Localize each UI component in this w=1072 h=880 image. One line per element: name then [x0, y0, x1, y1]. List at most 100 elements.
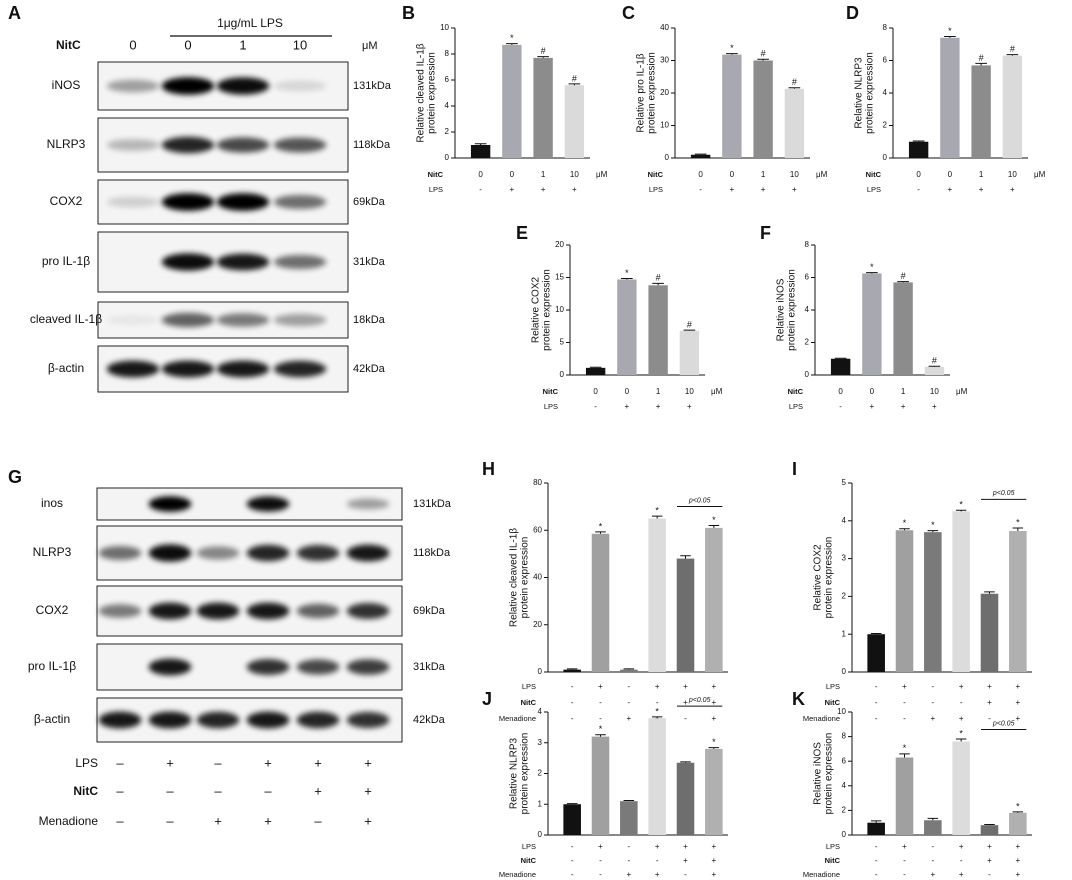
band: [98, 711, 142, 729]
error-bar: [870, 632, 882, 635]
panel-letter: J: [482, 689, 492, 709]
y-axis-label: Relative pro IL-1β: [636, 53, 647, 132]
y-axis-label: protein expression: [824, 537, 835, 619]
bar: [705, 527, 723, 672]
condition-label: +: [792, 185, 797, 194]
panel-letter: E: [516, 223, 528, 243]
y-axis-label: Relative COX2: [531, 276, 542, 343]
y-tick-label: 40: [533, 573, 542, 582]
row-label: COX2: [50, 194, 83, 208]
condition-label: 10: [930, 387, 939, 396]
band: [246, 602, 290, 620]
band: [246, 711, 290, 729]
condition-label: 10: [570, 170, 579, 179]
bar: [980, 825, 999, 835]
band: [216, 253, 270, 271]
condition-label: -: [571, 714, 574, 723]
y-tick-label: 6: [805, 273, 810, 282]
condition-unit: μM: [956, 387, 968, 396]
condition-sign: +: [314, 783, 322, 798]
annotation: p<0.05: [992, 490, 1015, 497]
condition-label: +: [711, 856, 716, 865]
row-size: 31kDa: [413, 661, 446, 673]
condition-label: -: [656, 698, 659, 707]
y-tick-label: 30: [660, 56, 669, 65]
row-size: 18kDa: [353, 314, 386, 326]
error-bar: [652, 282, 664, 286]
band: [106, 196, 160, 208]
y-tick-label: 0: [883, 153, 888, 162]
bar: [952, 741, 970, 835]
condition-label: +: [1010, 185, 1015, 194]
row-label: β-actin: [48, 361, 84, 375]
error-bar: [623, 668, 635, 670]
condition-label: 0: [838, 387, 843, 396]
condition-name: LPS: [522, 682, 536, 691]
y-tick-label: 1: [842, 629, 847, 638]
y-axis-label: Relative cleaved IL-1β: [509, 528, 520, 627]
bar: [617, 279, 637, 375]
significance-marker: #: [656, 273, 661, 283]
condition-sign: –: [314, 813, 322, 828]
significance-marker: #: [792, 77, 797, 87]
condition-name: Menadione: [499, 870, 536, 879]
condition-label: +: [711, 870, 716, 879]
condition-label: +: [959, 714, 964, 723]
row-label: pro IL-1β: [42, 254, 90, 268]
condition-label: -: [903, 698, 906, 707]
condition-label: +: [598, 842, 603, 851]
condition-label: +: [1015, 870, 1020, 879]
blot-title: 1μg/mL LPS: [217, 16, 283, 30]
condition-label: +: [1015, 714, 1020, 723]
panel-letter: C: [622, 3, 635, 23]
bar: [676, 558, 695, 672]
y-tick-label: 8: [842, 732, 847, 741]
condition-name: NitC: [825, 698, 841, 707]
y-tick-label: 10: [837, 707, 846, 716]
row-size: 131kDa: [353, 80, 392, 92]
bar: [470, 145, 491, 158]
lane-label: 10: [293, 37, 307, 52]
condition-label: -: [903, 870, 906, 879]
band: [216, 137, 270, 153]
condition-sign: +: [364, 813, 372, 828]
panel-letter: D: [846, 3, 859, 23]
bar: [679, 330, 700, 375]
condition-label: +: [687, 402, 692, 411]
band: [106, 139, 160, 151]
significance-marker: *: [959, 500, 963, 510]
bar: [564, 85, 585, 158]
bar: [867, 822, 885, 835]
condition-label: -: [594, 402, 597, 411]
y-tick-label: 60: [533, 525, 542, 534]
y-tick-label: 8: [445, 49, 450, 58]
condition-label: -: [931, 682, 934, 691]
condition-label: +: [510, 185, 515, 194]
condition-label: +: [625, 402, 630, 411]
bar: [862, 273, 882, 375]
significance-marker: *: [931, 520, 935, 530]
condition-name: NitC: [543, 387, 559, 396]
bar: [676, 762, 695, 835]
condition-label: +: [730, 185, 735, 194]
panel-letter: K: [792, 689, 805, 709]
y-axis-label: protein expression: [520, 733, 531, 815]
condition-label: 1: [979, 170, 984, 179]
condition-label: -: [903, 856, 906, 865]
band: [273, 195, 327, 209]
significance-marker: #: [901, 271, 906, 281]
band: [346, 544, 390, 562]
bar: [502, 44, 522, 158]
condition-label: +: [626, 870, 631, 879]
condition-label: 1: [761, 170, 766, 179]
y-tick-label: 0: [842, 830, 847, 839]
condition-label: +: [1015, 698, 1020, 707]
condition-name: NitC: [866, 170, 882, 179]
y-tick-label: 0: [538, 830, 543, 839]
condition-name: Menadione: [803, 870, 840, 879]
condition-label: +: [598, 682, 603, 691]
y-tick-label: 6: [883, 56, 888, 65]
significance-marker: *: [599, 521, 603, 531]
condition-label: +: [711, 714, 716, 723]
